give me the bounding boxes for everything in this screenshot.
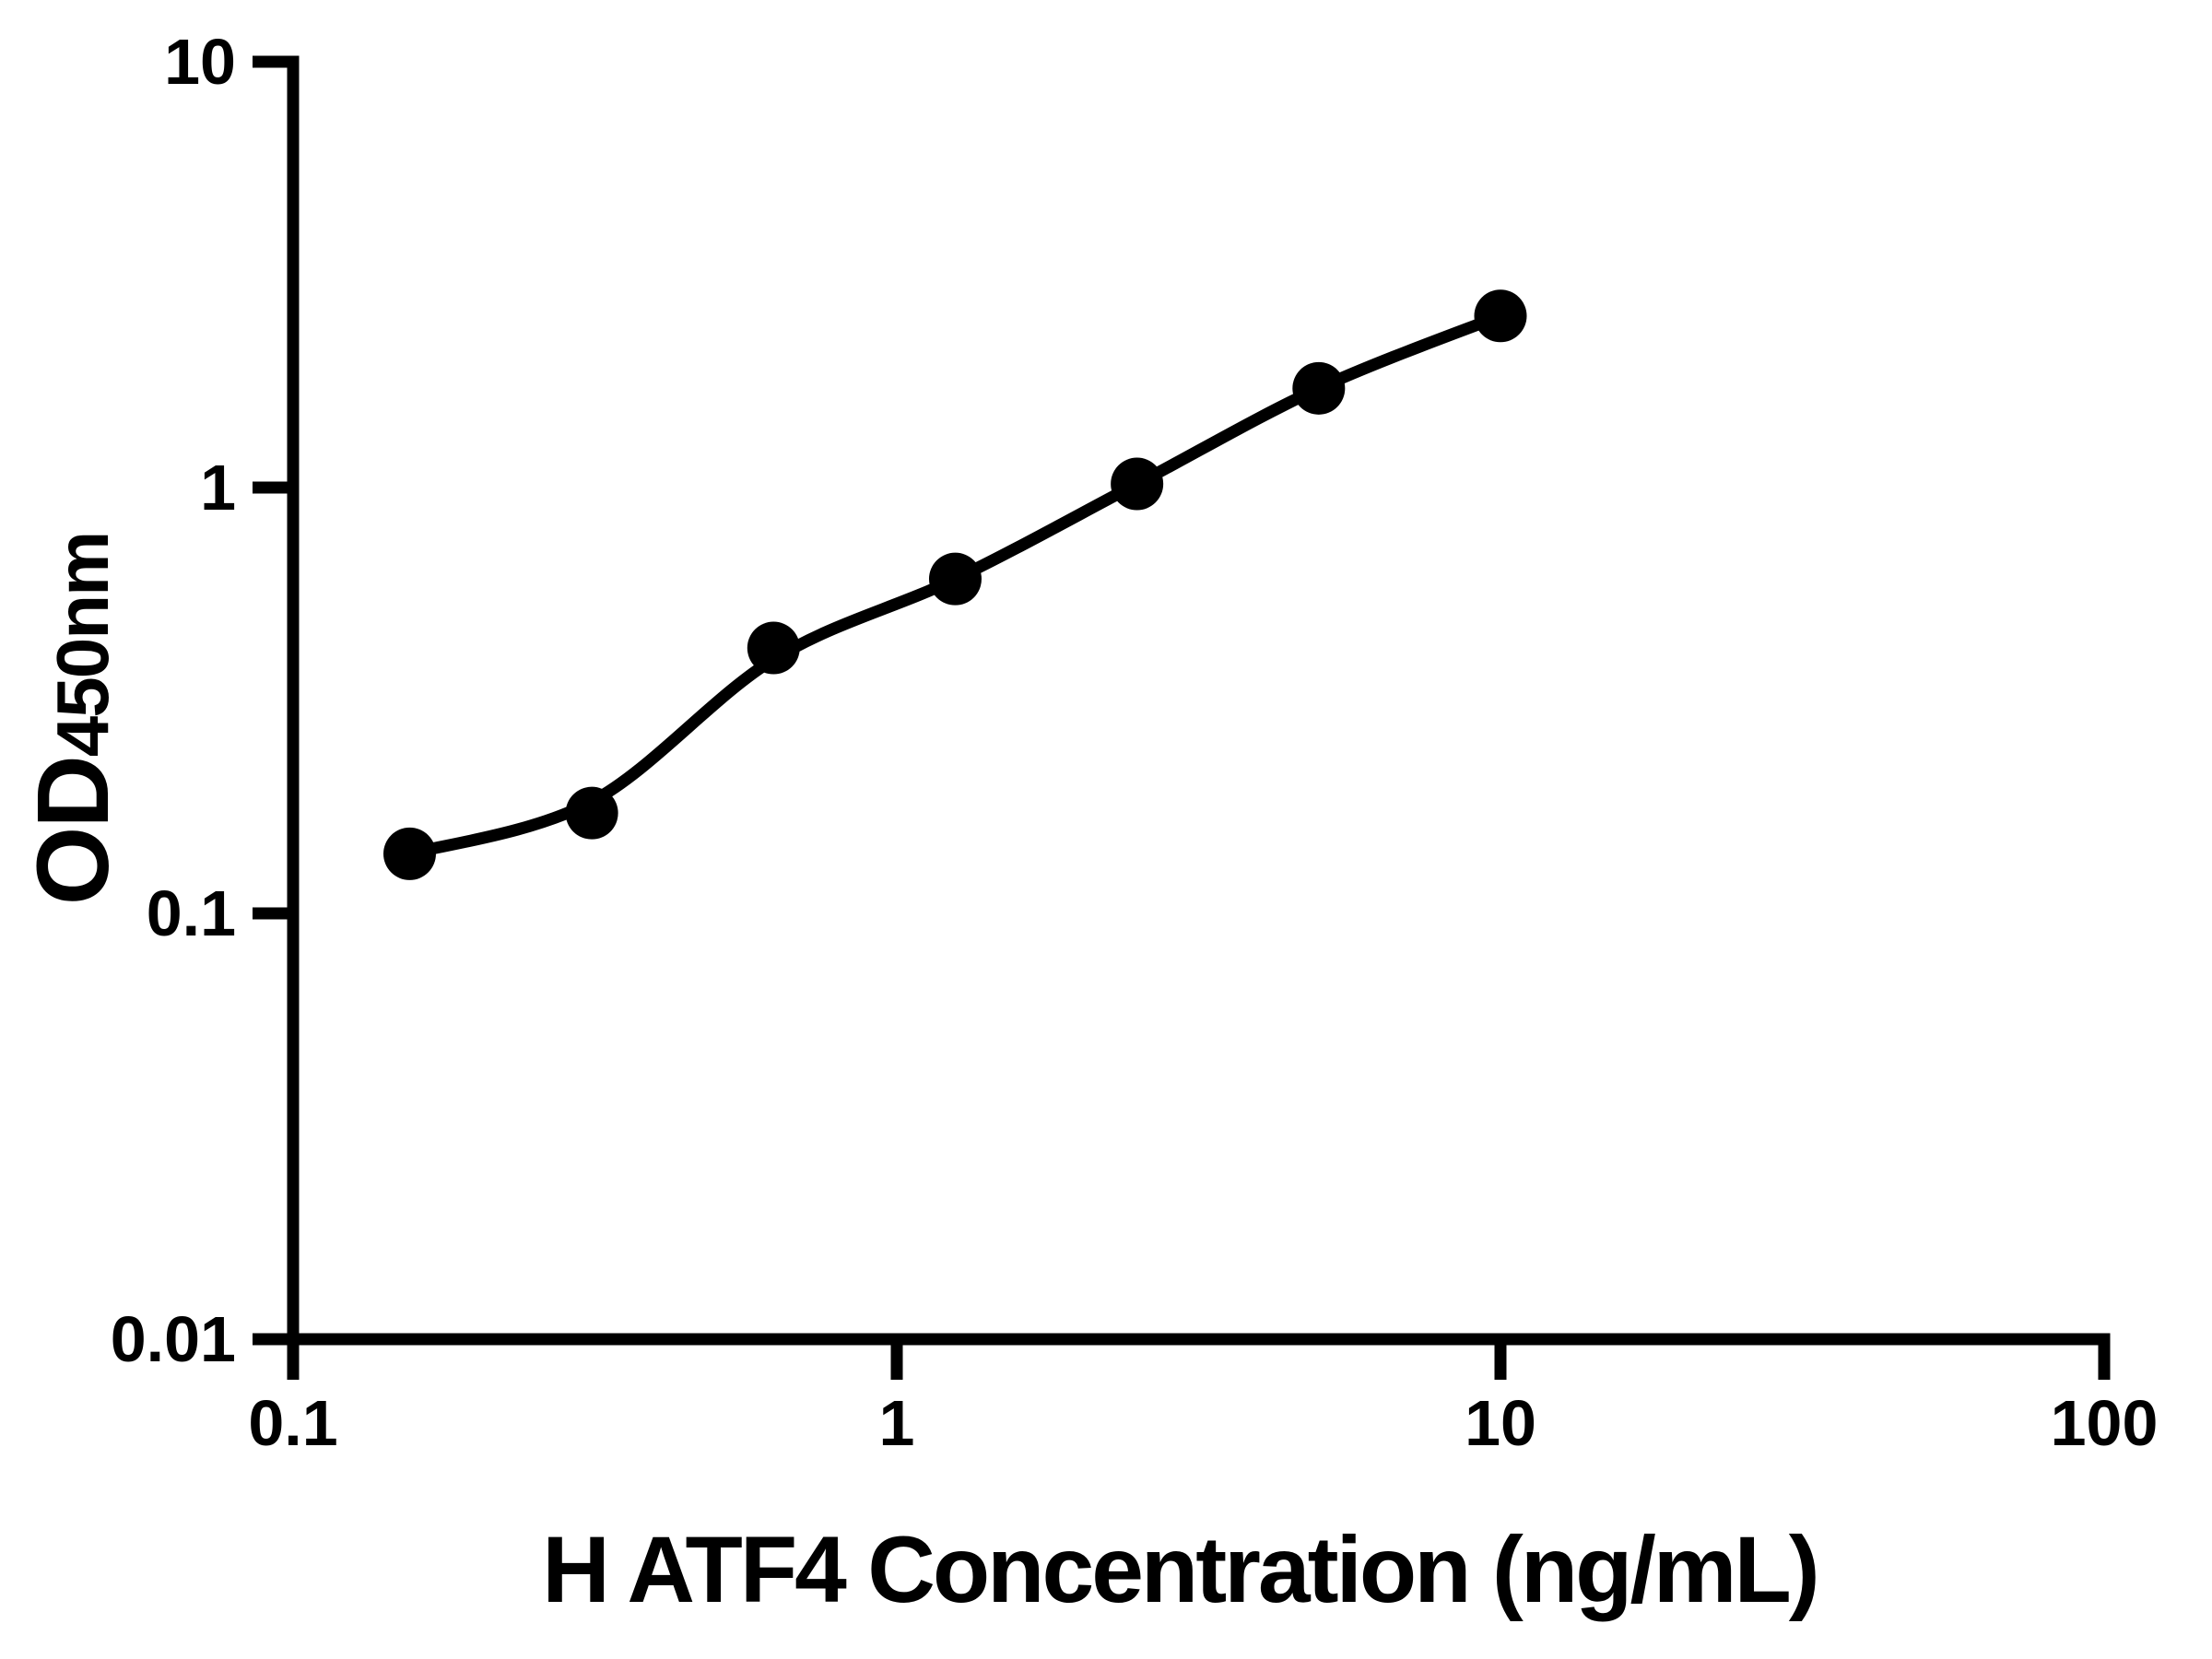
y-tick-label: 0.1 xyxy=(147,877,236,949)
x-tick-label: 100 xyxy=(2051,1387,2159,1459)
y-axis-title-sub: 450nm xyxy=(41,533,124,757)
data-point-standards xyxy=(565,786,618,840)
data-point-standards xyxy=(382,827,436,880)
y-axis-title: OD450nm xyxy=(17,533,130,905)
data-point-standards xyxy=(1474,289,1527,343)
data-point-standards xyxy=(928,552,982,606)
x-tick-label: 10 xyxy=(1465,1387,1536,1459)
data-point-standards xyxy=(1292,361,1346,415)
y-tick-label: 0.01 xyxy=(111,1303,236,1375)
x-axis-title: H ATF4 Concentration (ng/mL) xyxy=(542,1517,1818,1622)
x-tick-label: 1 xyxy=(879,1387,915,1459)
data-point-standards xyxy=(747,621,800,675)
y-axis-title-main: OD xyxy=(17,757,130,905)
plot-area xyxy=(382,289,1527,880)
y-tick-label: 1 xyxy=(200,452,236,524)
x-tick-label: 0.1 xyxy=(248,1387,337,1459)
y-tick-label: 10 xyxy=(164,26,236,98)
data-point-standards xyxy=(1111,457,1164,511)
